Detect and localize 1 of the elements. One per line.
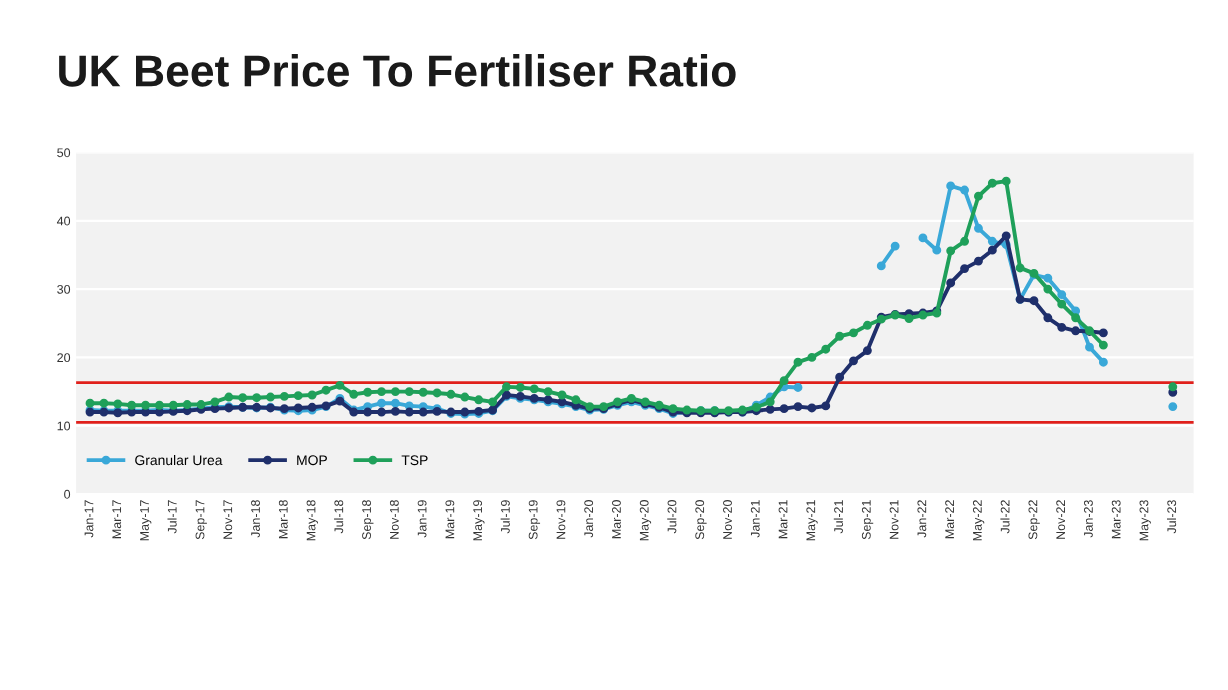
chart-title: UK Beet Price To Fertiliser Ratio <box>59 54 736 87</box>
